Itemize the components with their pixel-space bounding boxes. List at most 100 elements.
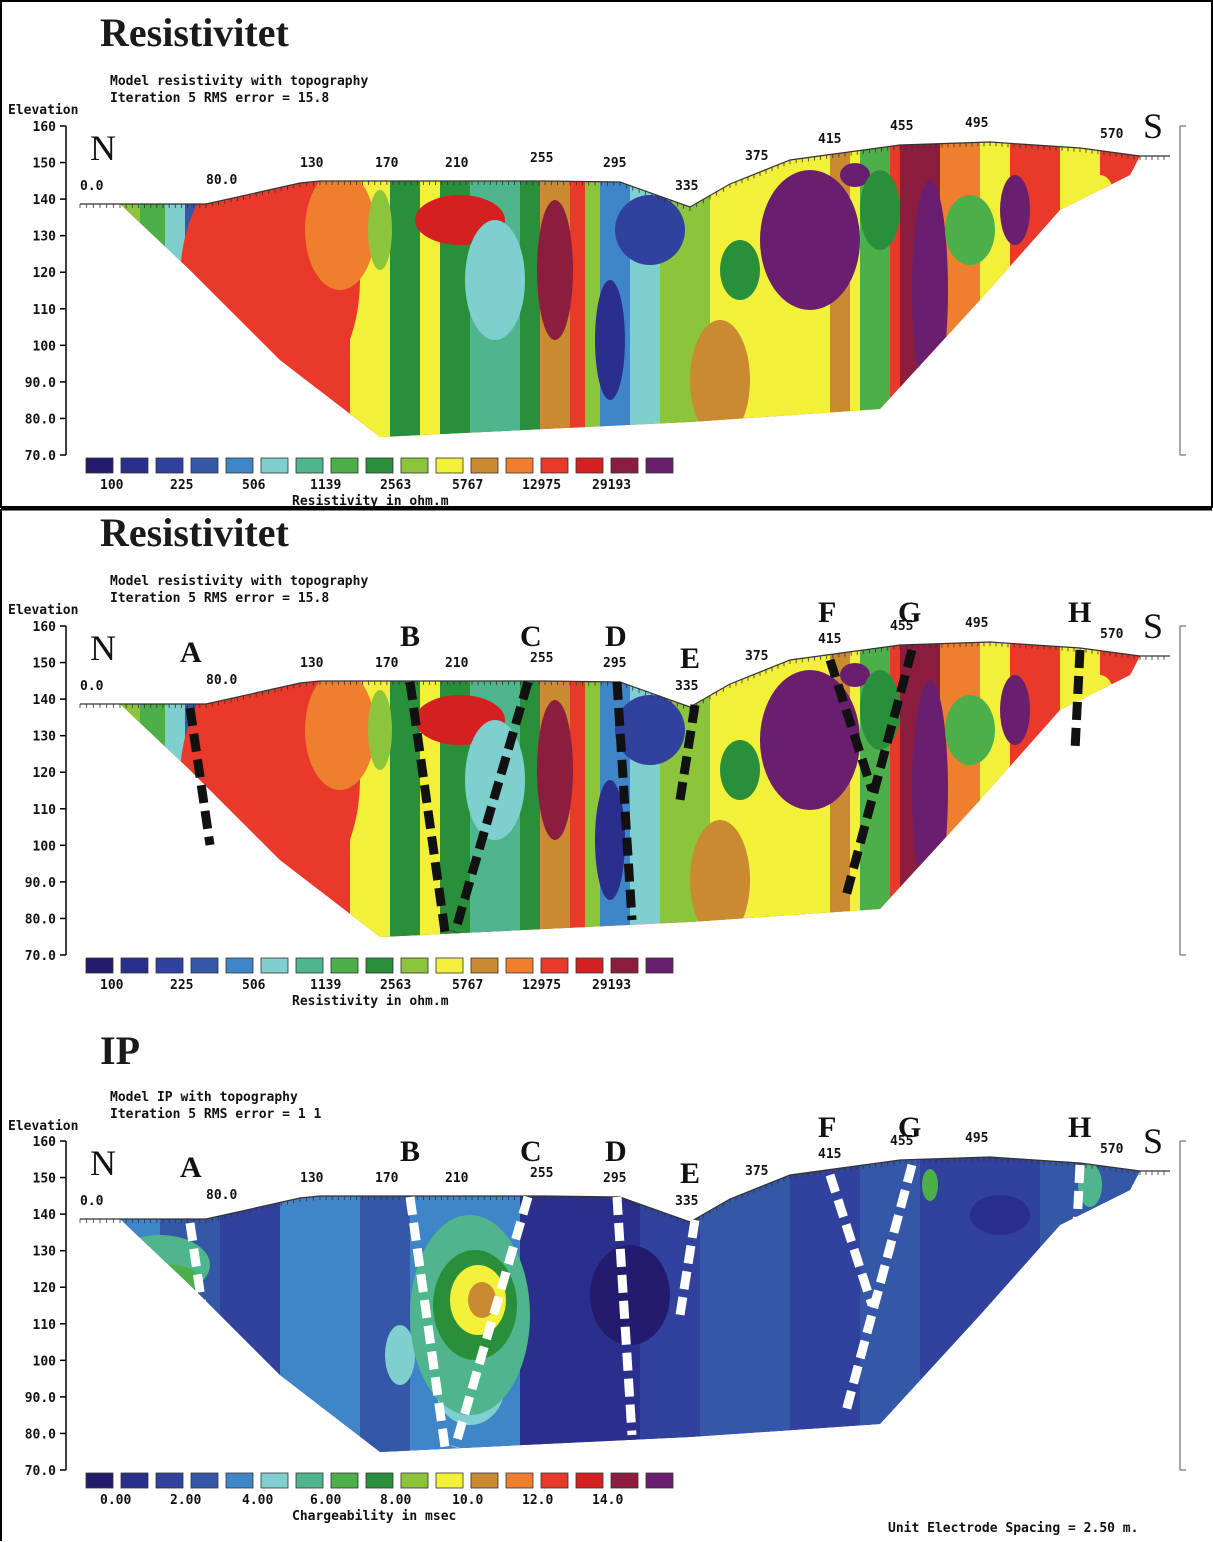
ip-anomaly xyxy=(130,1264,200,1296)
legend-value: 506 xyxy=(242,478,266,493)
legend-value: 506 xyxy=(242,978,266,993)
legend-swatch xyxy=(260,1472,289,1489)
resistivity-anomaly xyxy=(595,780,625,900)
resistivity-anomaly xyxy=(595,280,625,400)
y-tick-label: 70.0 xyxy=(25,949,56,964)
legend-swatch xyxy=(85,457,114,474)
legend-swatch xyxy=(470,457,499,474)
legend-value: 5767 xyxy=(452,978,483,993)
legend-swatch xyxy=(400,457,429,474)
y-tick-label: 80.0 xyxy=(25,1427,56,1442)
x-top-label: 335 xyxy=(675,1194,698,1209)
legend-swatch xyxy=(505,957,534,974)
y-tick-label: 80.0 xyxy=(25,412,56,427)
y-tick-label: 70.0 xyxy=(25,449,56,464)
legend-swatch xyxy=(540,957,569,974)
fault-lines xyxy=(185,648,1085,934)
legend-swatch xyxy=(505,457,534,474)
fault-line-h xyxy=(1070,1164,1085,1266)
legend-swatch xyxy=(85,957,114,974)
y-tick-label: 130 xyxy=(33,1245,57,1260)
resistivity-band xyxy=(420,142,440,437)
panel-2: Resistivitet Model resistivity with topog… xyxy=(8,510,1186,1009)
section-image xyxy=(80,142,1140,437)
resistivity-band xyxy=(585,642,600,937)
fault-line-h xyxy=(1070,649,1085,751)
resistivity-anomaly xyxy=(760,670,860,810)
x-top-label: 170 xyxy=(375,656,399,671)
x-top-label: 295 xyxy=(603,1171,626,1186)
y-tick-label: 160 xyxy=(33,620,57,635)
resistivity-anomaly xyxy=(1085,175,1115,225)
x-top-label: 455 xyxy=(890,119,913,134)
resistivity-anomaly xyxy=(305,170,375,290)
y-axis: 160 150 140 130 120 110 100 90.0 80.0 70.0 xyxy=(25,120,1186,464)
ip-anomaly xyxy=(385,1325,415,1385)
x-top-label: 415 xyxy=(818,1147,841,1162)
panel-subtitle-1: Model resistivity with topography xyxy=(110,574,368,589)
legend-swatch xyxy=(365,957,394,974)
panel-subtitle-2: Iteration 5 RMS error = 15.8 xyxy=(110,591,329,606)
resistivity-anomaly xyxy=(945,195,995,265)
panel-1: Resistivitet Model resistivity with topog… xyxy=(8,10,1186,509)
fault-line-c xyxy=(450,680,533,934)
fault-line-a xyxy=(185,707,215,846)
legend-swatch xyxy=(505,1472,534,1489)
x-top-label: 335 xyxy=(675,679,698,694)
fault-marker-a: A xyxy=(180,636,202,669)
legend-swatch xyxy=(155,457,184,474)
fault-marker-e: E xyxy=(680,642,700,675)
resistivity-band xyxy=(140,142,165,437)
x-top-label: 130 xyxy=(300,1171,324,1186)
x-top-label: 130 xyxy=(300,156,324,171)
resistivity-anomaly xyxy=(465,220,525,340)
y-tick-label: 160 xyxy=(33,1135,57,1150)
resistivity-anomaly xyxy=(368,190,392,270)
resistivity-band xyxy=(100,142,140,437)
color-legend: 100 225 506 1139 2563 5767 12975 29193 Resistivi… xyxy=(85,457,674,509)
legend-swatch xyxy=(575,1472,604,1489)
y-tick-label: 120 xyxy=(33,766,57,781)
legend-swatch xyxy=(400,957,429,974)
legend-swatch xyxy=(295,457,324,474)
x-top-label: 255 xyxy=(530,151,553,166)
panel-title: Resistivitet xyxy=(100,510,290,555)
fault-marker-d: D xyxy=(605,1135,627,1168)
panels-group: Resistivitet Model resistivity with topog… xyxy=(8,10,1186,1524)
x-top-label: 210 xyxy=(445,156,469,171)
x-top-label: 80.0 xyxy=(206,673,237,688)
resistivity-band xyxy=(585,142,600,437)
fault-line-g xyxy=(840,1163,917,1417)
resistivity-band xyxy=(630,142,660,437)
legend-swatch xyxy=(85,1472,114,1489)
y-tick-label: 160 xyxy=(33,120,57,135)
resistivity-anomaly xyxy=(945,695,995,765)
fault-marker-h: H xyxy=(1068,1111,1091,1144)
fault-marker-a: A xyxy=(180,1151,202,1184)
legend-value: 225 xyxy=(170,978,193,993)
resistivity-anomaly xyxy=(615,195,685,265)
resistivity-band xyxy=(570,142,585,437)
resistivity-anomaly xyxy=(720,240,760,300)
resistivity-band xyxy=(570,642,585,937)
resistivity-band xyxy=(140,642,165,937)
legend-swatch xyxy=(120,1472,149,1489)
x-top-label: 415 xyxy=(818,132,841,147)
legend-swatch xyxy=(645,957,674,974)
panel-subtitle-2: Iteration 5 RMS error = 1 1 xyxy=(110,1107,321,1122)
ip-band xyxy=(790,1157,860,1452)
legend-value: 4.00 xyxy=(242,1493,273,1508)
ip-band xyxy=(360,1157,410,1452)
legend-swatch xyxy=(435,1472,464,1489)
resistivity-anomaly xyxy=(465,720,525,840)
x-top-label: 495 xyxy=(965,116,988,131)
footer-note: Unit Electrode Spacing = 2.50 m. xyxy=(888,1521,1138,1536)
north-label: N xyxy=(90,128,116,168)
x-top-label: 495 xyxy=(965,616,988,631)
top-panel-frame xyxy=(0,0,1213,508)
panel-subtitle-1: Model IP with topography xyxy=(110,1090,298,1105)
resistivity-anomaly xyxy=(1000,675,1030,745)
ip-band xyxy=(280,1157,360,1452)
y-tick-label: 100 xyxy=(33,839,57,854)
legend-swatch xyxy=(295,957,324,974)
